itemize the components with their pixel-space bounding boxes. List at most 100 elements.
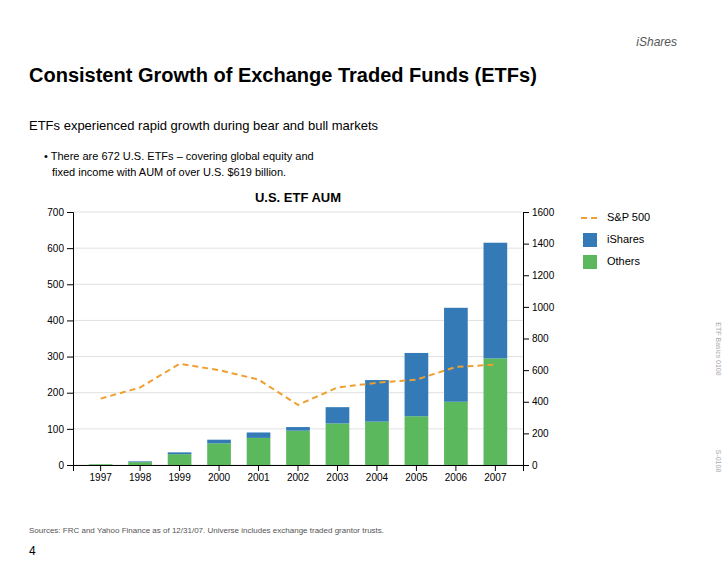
bar (405, 353, 429, 416)
tick-label: 400 (532, 396, 549, 407)
tick-mark (67, 248, 73, 249)
tick-label: 1200 (532, 270, 555, 281)
tick-label: 1997 (90, 472, 113, 483)
bar (405, 416, 429, 465)
tick-label: 1600 (532, 207, 555, 218)
tick: 600 (523, 365, 549, 376)
tick-label: 700 (47, 207, 64, 218)
tick-label: 2002 (287, 472, 310, 483)
tick-mark (455, 465, 456, 471)
tick-label: 1998 (129, 472, 152, 483)
tick-mark (67, 393, 73, 394)
tick-label: 100 (47, 424, 64, 435)
tick: 400 (47, 315, 73, 326)
axis: 1997 1998 1999 2000 2001 2002 2003 2004 2005 2006… (74, 465, 524, 483)
tick: 1000 (523, 302, 555, 313)
chart-title: U.S. ETF AUM (255, 190, 341, 205)
tick-label: 2003 (326, 472, 349, 483)
tick: 2001 (247, 465, 270, 483)
tick-mark (337, 465, 338, 471)
bar (247, 438, 271, 465)
tick: 500 (47, 279, 73, 290)
tick-label: 2004 (366, 472, 389, 483)
legend-swatch (583, 233, 597, 247)
grid (73, 212, 523, 465)
legend: S&P 500iSharesOthers (581, 211, 650, 269)
legend-item: S&P 500 (581, 211, 650, 223)
tick: 100 (47, 424, 73, 435)
tick-mark (523, 244, 529, 245)
bar (247, 432, 271, 437)
tick-mark (67, 320, 73, 321)
tick-mark (67, 465, 73, 466)
bar (168, 452, 192, 454)
tick: 2004 (366, 465, 389, 483)
tick-mark (523, 402, 529, 403)
tick-mark (258, 465, 259, 471)
tick-mark (523, 212, 529, 213)
tick-mark (523, 275, 529, 276)
tick-mark (67, 212, 73, 213)
bar (168, 454, 192, 465)
tick: 600 (47, 243, 73, 254)
bar (444, 402, 468, 465)
tick-label: 400 (47, 315, 64, 326)
tick-mark (67, 357, 73, 358)
tick: 1400 (523, 238, 555, 249)
tick-label: 2005 (405, 472, 428, 483)
tick: 200 (47, 387, 73, 398)
tick-mark (523, 370, 529, 371)
watermark: ETF Basics 0108 (715, 322, 722, 375)
tick: 2005 (405, 465, 428, 483)
tick: 1999 (168, 465, 191, 483)
tick-label: 2007 (484, 472, 507, 483)
page-number: 4 (29, 544, 36, 558)
tick-label: 1400 (532, 238, 555, 249)
tick-label: 1000 (532, 302, 555, 313)
legend-item: Others (583, 255, 641, 269)
bar (484, 358, 508, 465)
legend-label: S&P 500 (607, 211, 650, 223)
grid-line (73, 284, 523, 285)
bar (128, 462, 152, 465)
bar (89, 464, 113, 465)
bar (484, 243, 508, 359)
bar (286, 427, 310, 431)
tick-label: 0 (58, 460, 64, 471)
bar (89, 464, 113, 465)
bullet: • There are 672 U.S. ETFs – covering glo… (44, 150, 314, 178)
bar (128, 461, 152, 463)
axis: 0 100 200 300 400 500 600 700 (47, 207, 73, 471)
tick: 0 (58, 460, 73, 471)
line (101, 364, 496, 405)
axis-line (67, 213, 74, 466)
footer: Sources: FRC and Yahoo Finance as of 12/… (29, 526, 384, 535)
tick-label: 2006 (445, 472, 468, 483)
tick: 700 (47, 207, 73, 218)
tick-label: 0 (532, 460, 538, 471)
tick: 2000 (208, 465, 231, 483)
legend-swatch (583, 255, 597, 269)
tick: 0 (523, 460, 538, 471)
tick-mark (523, 433, 529, 434)
tick-label: 500 (47, 279, 64, 290)
page-subtitle: ETFs experienced rapid growth during bea… (29, 118, 379, 133)
tick-mark (67, 284, 73, 285)
tick-mark (298, 465, 299, 471)
tick: 300 (47, 351, 73, 362)
tick: 1200 (523, 270, 555, 281)
watermark: S-0108 (715, 450, 722, 473)
tick: 1600 (523, 207, 555, 218)
bar (365, 422, 389, 465)
grid-line (73, 248, 523, 249)
tick-mark (140, 465, 141, 471)
legend-label: Others (607, 255, 641, 267)
tick-label: 2001 (247, 472, 270, 483)
axis: 02004006008001000120014001600 (523, 207, 555, 471)
tick: 2007 (484, 465, 507, 483)
tick-label: 600 (532, 365, 549, 376)
tick-mark (523, 307, 529, 308)
grid-line (73, 212, 523, 213)
tick: 2002 (287, 465, 310, 483)
tick: 2006 (445, 465, 468, 483)
